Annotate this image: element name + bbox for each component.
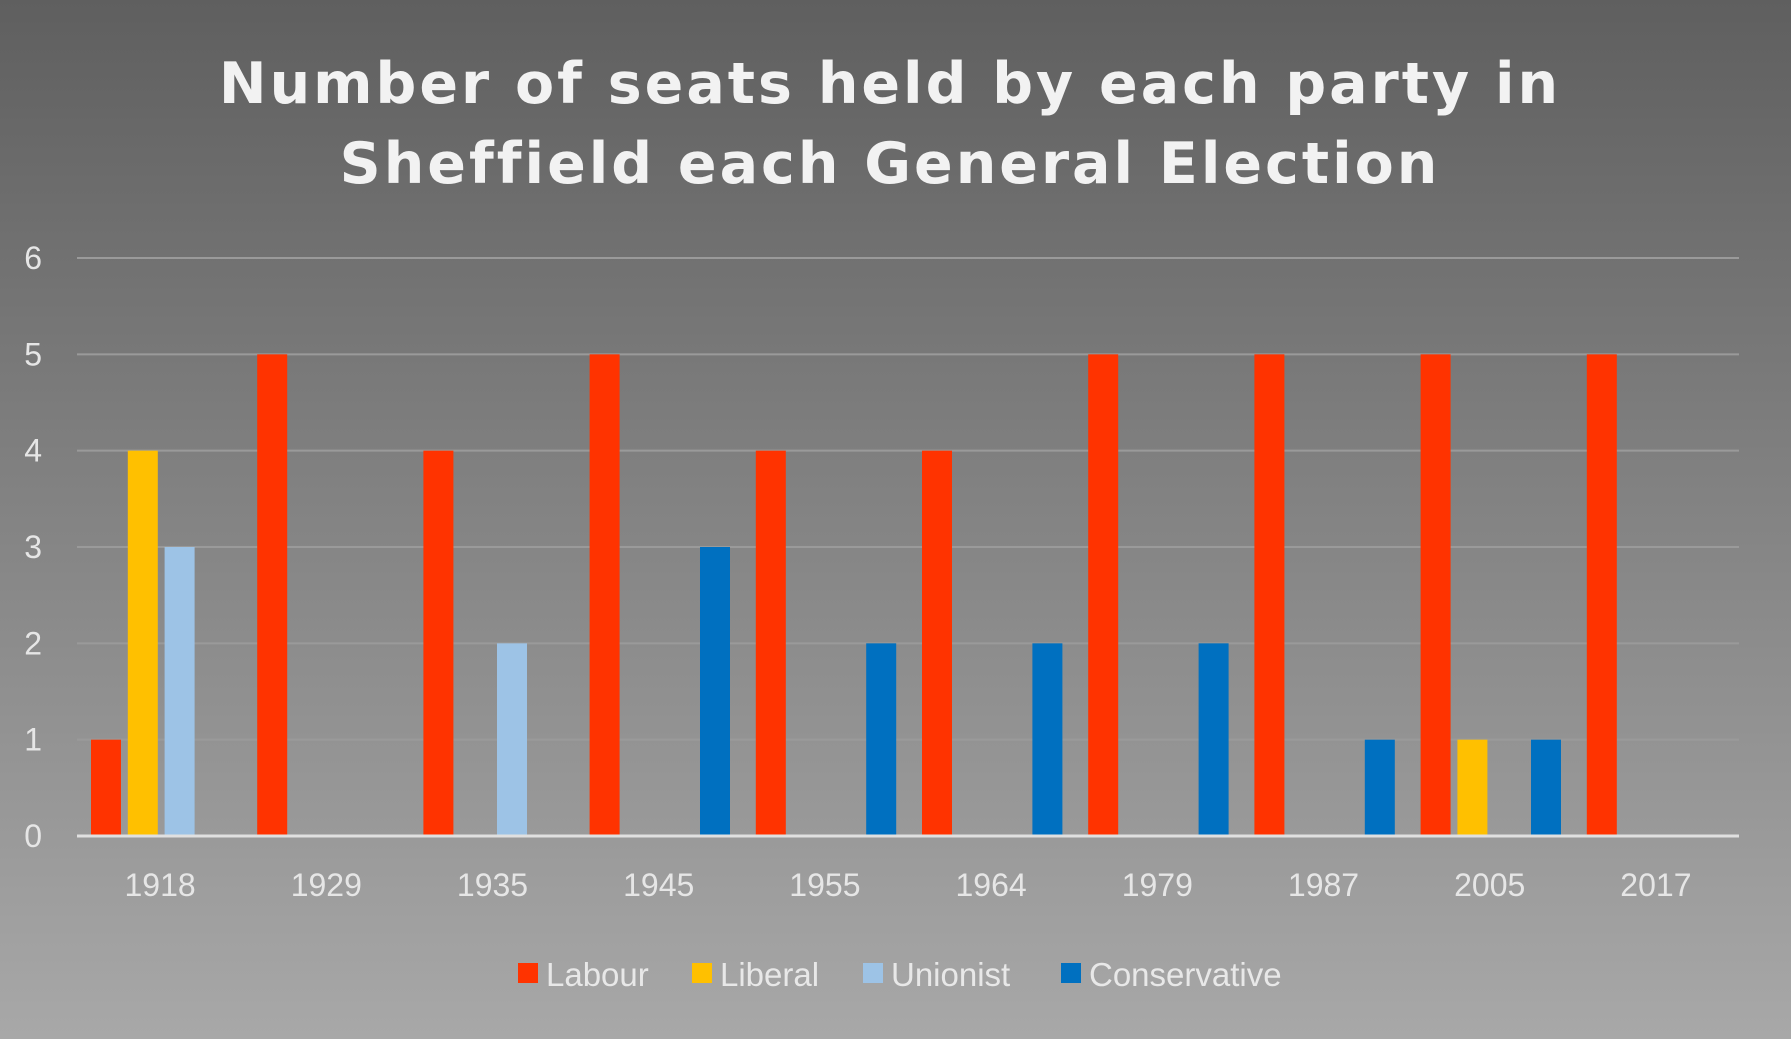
bar-labour-1945 — [589, 354, 620, 836]
x-axis-tick-labels: 1918 1929 1935 1945 1955 1964 1979 1987 2005 2017 — [125, 867, 1692, 903]
y-tick-label: 2 — [24, 625, 42, 661]
bar-unionist-1935 — [497, 643, 527, 836]
bar-conservative-1964 — [1032, 643, 1063, 836]
x-tick-label: 1929 — [291, 867, 362, 903]
y-tick-label: 6 — [24, 240, 42, 276]
legend-swatch-unionist — [863, 963, 883, 983]
legend: Labour Liberal Unionist Conservative — [518, 956, 1282, 993]
bar-labour-1918 — [91, 739, 121, 836]
bar-conservative-2005 — [1531, 739, 1561, 836]
bar-labour-1955 — [755, 450, 786, 836]
chart-title-line-2: Sheffield each General Election — [340, 131, 1441, 197]
bar-labour-1964 — [922, 450, 952, 836]
bar-labour-1987 — [1254, 354, 1285, 836]
chart-title-line-1: Number of seats held by each party in — [219, 51, 1561, 117]
legend-label-conservative: Conservative — [1089, 956, 1282, 993]
legend-label-liberal: Liberal — [720, 956, 819, 993]
y-tick-label: 1 — [24, 722, 42, 758]
bar-labour-1935 — [423, 450, 454, 836]
bar-liberal-1918 — [127, 450, 158, 836]
x-tick-label: 2005 — [1454, 867, 1525, 903]
x-tick-label: 1979 — [1122, 867, 1193, 903]
x-tick-label: 1945 — [623, 867, 694, 903]
bar-conservative-1955 — [866, 643, 897, 836]
bar-conservative-1945 — [700, 547, 730, 836]
x-tick-label: 1987 — [1288, 867, 1359, 903]
legend-label-unionist: Unionist — [891, 956, 1010, 993]
gridlines — [77, 257, 1739, 741]
bar-conservative-1987 — [1364, 739, 1395, 836]
legend-swatch-liberal — [692, 963, 712, 983]
x-tick-label: 1964 — [956, 867, 1027, 903]
y-tick-label: 5 — [24, 336, 42, 372]
bar-labour-1979 — [1088, 354, 1119, 836]
y-axis-tick-labels: 0 1 2 3 4 5 6 — [24, 240, 42, 854]
bar-conservative-1979 — [1198, 643, 1229, 836]
legend-swatch-labour — [518, 963, 538, 983]
x-tick-label: 1918 — [125, 867, 196, 903]
bars — [91, 354, 1617, 836]
y-tick-label: 0 — [24, 818, 42, 854]
bar-labour-2017 — [1586, 354, 1617, 836]
x-tick-label: 2017 — [1620, 867, 1691, 903]
x-tick-label: 1955 — [789, 867, 860, 903]
bar-unionist-1918 — [164, 547, 195, 836]
bar-labour-2005 — [1420, 354, 1451, 836]
bar-labour-1929 — [257, 354, 288, 836]
y-tick-label: 4 — [24, 433, 42, 469]
y-tick-label: 3 — [24, 529, 42, 565]
bar-liberal-2005 — [1457, 739, 1488, 836]
legend-swatch-conservative — [1061, 963, 1081, 983]
x-tick-label: 1935 — [457, 867, 528, 903]
legend-label-labour: Labour — [546, 956, 649, 993]
